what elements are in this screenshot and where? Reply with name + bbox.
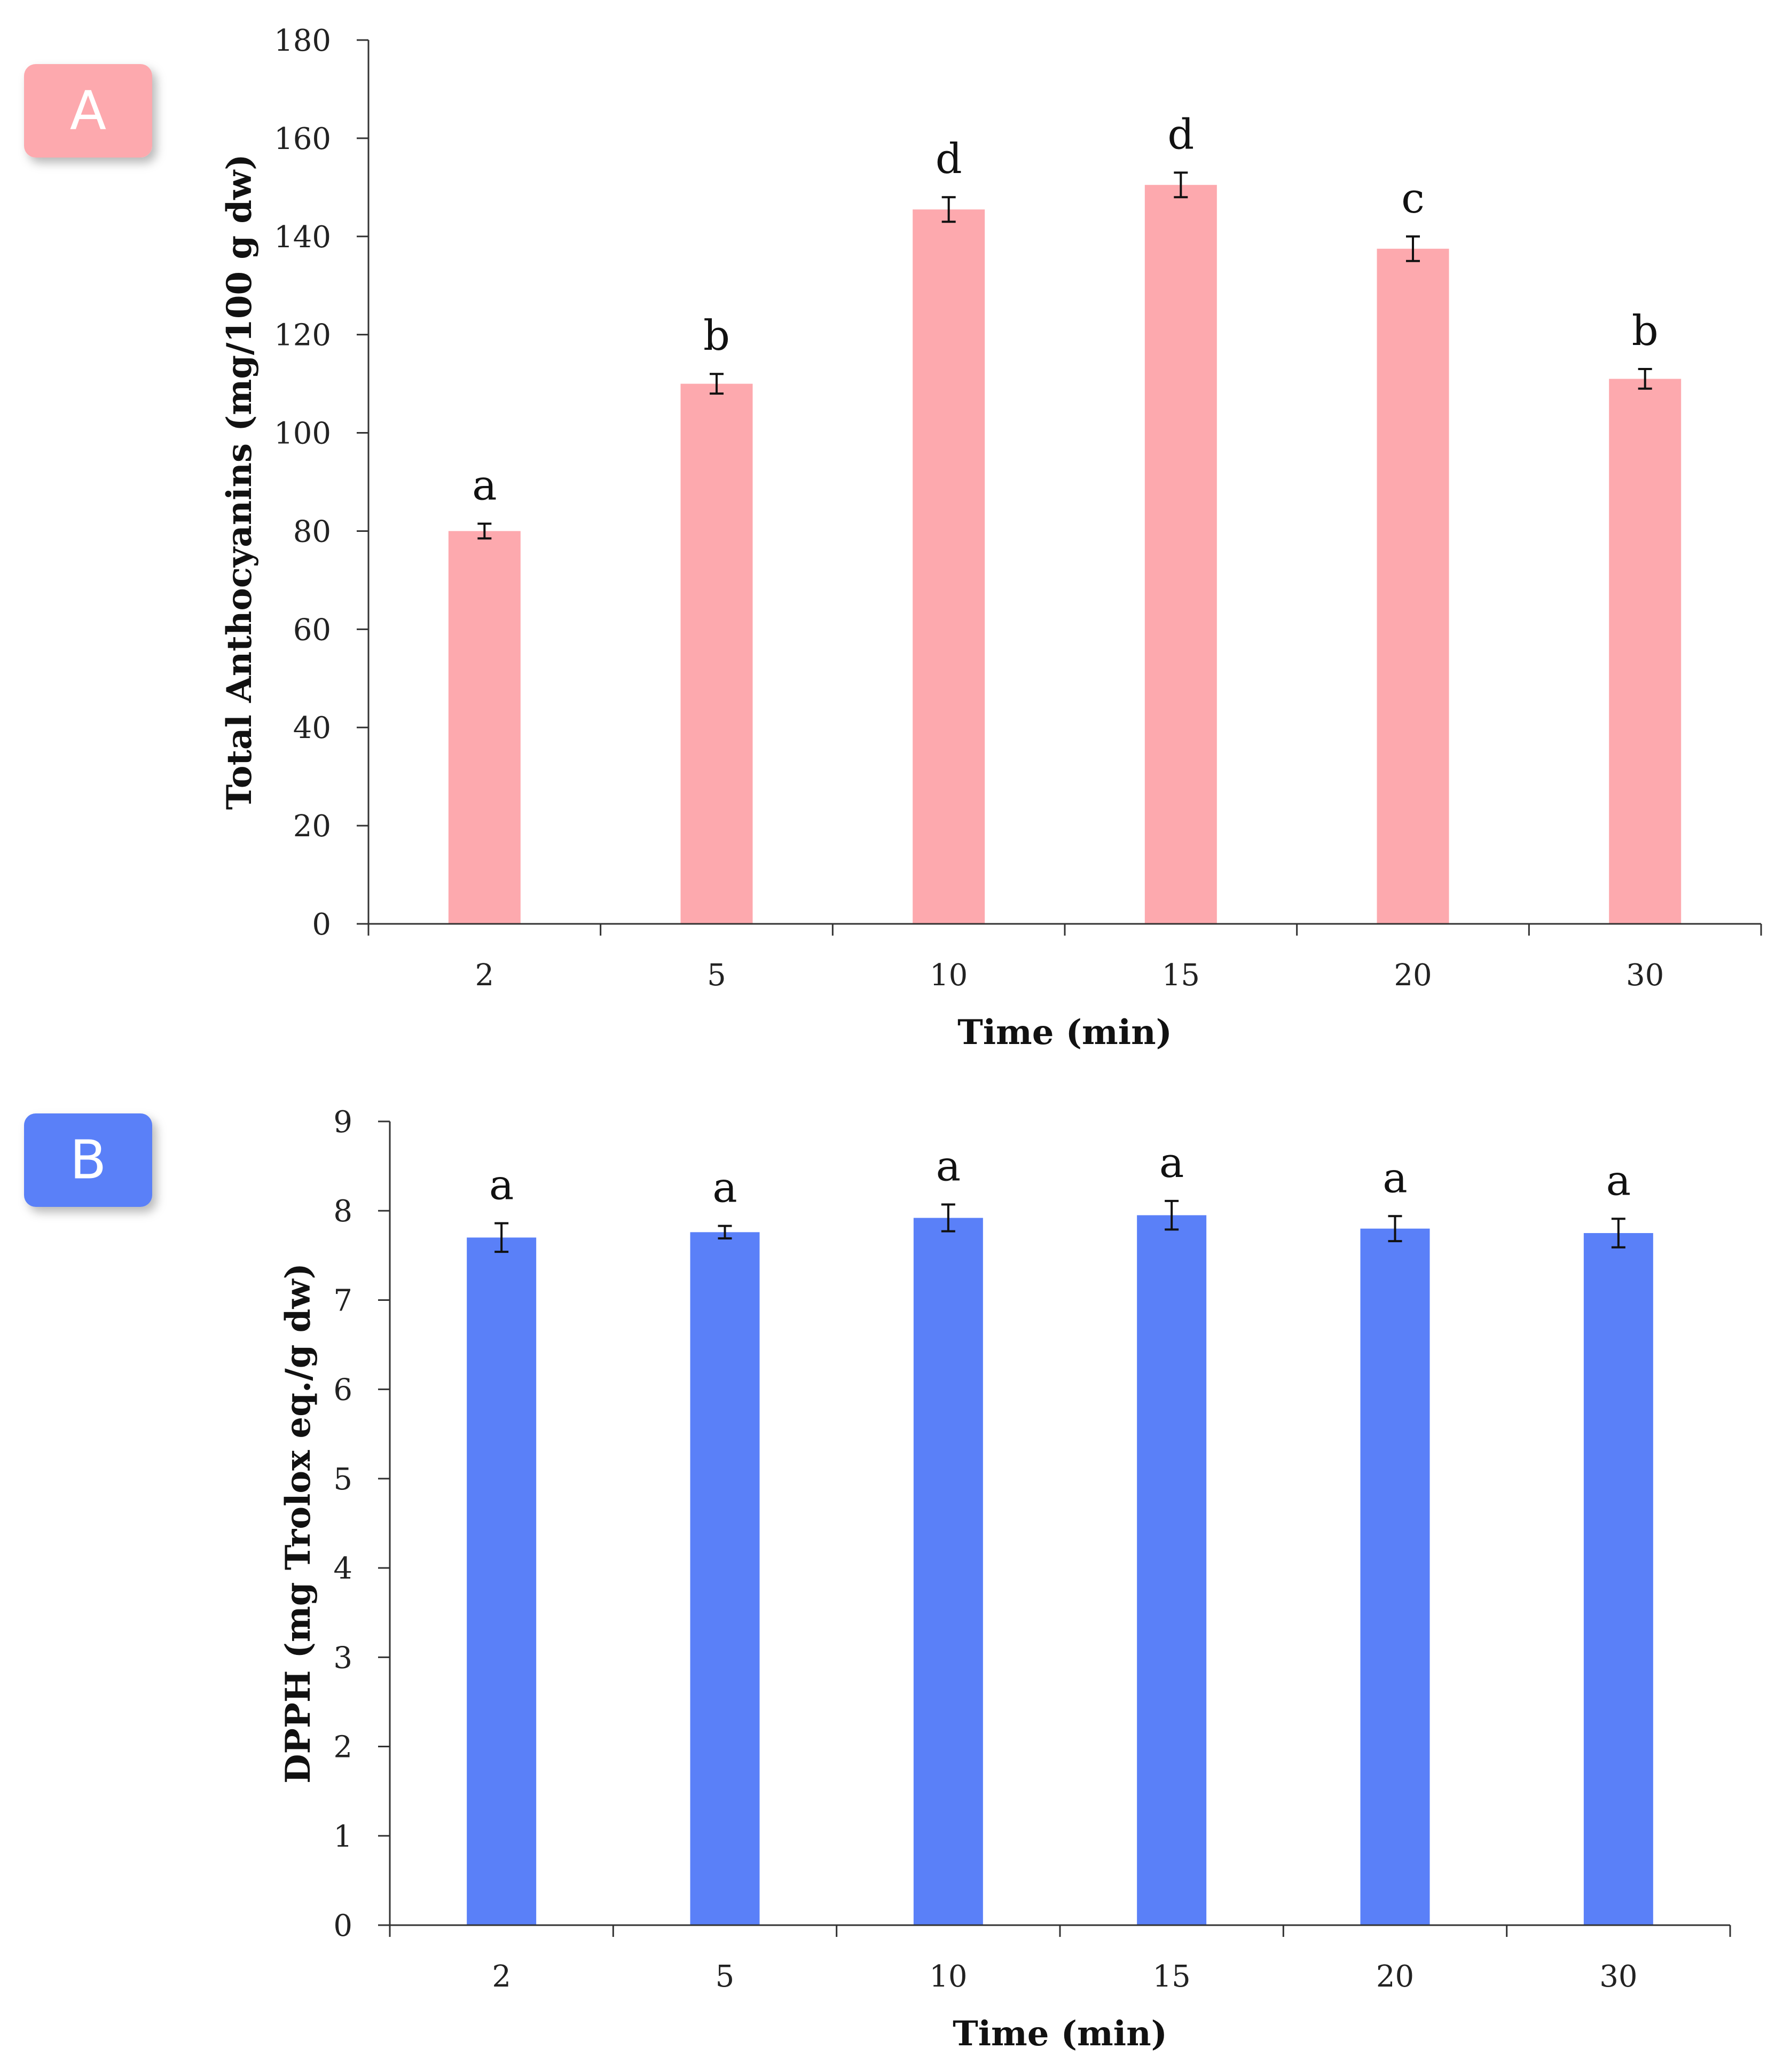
significance-letter-5: b [703, 312, 730, 360]
badge-box [24, 64, 152, 158]
error-bar-30 [1638, 368, 1652, 390]
bar-15 [1137, 1215, 1207, 1925]
significance-letter-2: a [472, 462, 497, 510]
y-tick-label-0: 0 [333, 1909, 352, 1943]
y-tick-label-4: 4 [333, 1551, 352, 1586]
x-axis-title: Time (min) [953, 2014, 1167, 2054]
y-tick-label-100: 100 [274, 417, 331, 451]
y-tick-label-3: 3 [333, 1641, 352, 1675]
significance-letter-2: a [489, 1161, 514, 1210]
x-tick-label-20: 20 [1394, 958, 1432, 993]
bar-30 [1583, 1233, 1653, 1925]
error-bar-5 [710, 373, 724, 395]
y-tick-label-60: 60 [293, 613, 331, 647]
significance-letter-10: d [936, 135, 962, 183]
y-tick-label-80: 80 [293, 514, 331, 549]
y-tick-label-120: 120 [274, 318, 331, 353]
y-tick-label-6: 6 [333, 1373, 352, 1408]
y-tick-label-180: 180 [274, 23, 331, 58]
x-tick-label-10: 10 [930, 958, 968, 993]
y-axis-title: DPPH (mg Trolox eq./g dw) [278, 1263, 318, 1784]
error-bar-10 [941, 1203, 955, 1233]
x-tick-label-15: 15 [1162, 958, 1200, 993]
error-bar-20 [1406, 235, 1420, 262]
bar-20 [1377, 248, 1449, 924]
error-bar-10 [941, 196, 956, 223]
x-tick-label-30: 30 [1599, 1959, 1637, 1994]
panel-b-badge: B [24, 1113, 152, 1207]
badge-box [24, 1113, 152, 1207]
badge-label: A [70, 80, 106, 142]
error-bar-20 [1388, 1215, 1402, 1243]
x-tick-label-20: 20 [1376, 1959, 1414, 1994]
significance-letter-10: a [936, 1143, 961, 1191]
x-axis-title: Time (min) [957, 1013, 1172, 1053]
y-tick-label-140: 140 [274, 220, 331, 255]
significance-letter-30: b [1632, 307, 1659, 355]
y-tick-label-5: 5 [333, 1462, 352, 1497]
error-bar-30 [1611, 1218, 1625, 1249]
significance-letter-5: a [712, 1164, 737, 1212]
significance-letter-20: c [1401, 175, 1425, 223]
y-tick-label-20: 20 [293, 809, 331, 844]
x-tick-label-2: 2 [475, 958, 494, 993]
bar-2 [467, 1237, 537, 1925]
significance-letter-30: a [1606, 1157, 1631, 1205]
y-tick-label-2: 2 [333, 1730, 352, 1765]
y-tick-label-0: 0 [312, 907, 331, 942]
error-bar-15 [1174, 171, 1188, 199]
bar-10 [913, 1218, 983, 1925]
y-tick-label-8: 8 [333, 1194, 352, 1229]
bar-2 [448, 531, 521, 924]
x-tick-label-2: 2 [492, 1959, 511, 1994]
x-tick-label-15: 15 [1153, 1959, 1191, 1994]
y-axis-title: Total Anthocyanins (mg/100 g dw) [219, 154, 260, 810]
y-tick-label-40: 40 [293, 711, 331, 745]
x-tick-label-5: 5 [716, 1959, 735, 1994]
x-tick-label-10: 10 [929, 1959, 967, 1994]
x-tick-label-5: 5 [707, 958, 726, 993]
significance-letter-15: d [1167, 111, 1194, 159]
error-bar-2 [477, 522, 492, 540]
x-tick-label-30: 30 [1626, 958, 1664, 993]
error-bar-2 [494, 1222, 509, 1253]
y-tick-label-7: 7 [333, 1283, 352, 1318]
panel-a-badge: A [24, 64, 152, 158]
bar-20 [1360, 1228, 1430, 1925]
badge-label: B [70, 1129, 107, 1191]
y-tick-label-160: 160 [274, 122, 331, 156]
bar-30 [1609, 379, 1682, 924]
significance-letter-20: a [1383, 1154, 1408, 1202]
bar-5 [680, 383, 753, 924]
panel-a-chart: Aa b d d c b 0 20 40 60 80 100 120 140 160 180 2 5 10 15 20 3… [24, 23, 1762, 1053]
bar-10 [913, 209, 985, 924]
significance-letter-15: a [1159, 1139, 1184, 1187]
error-bar-15 [1165, 1199, 1179, 1231]
y-tick-label-1: 1 [333, 1819, 352, 1854]
error-bar-5 [718, 1225, 732, 1240]
y-tick-label-9: 9 [333, 1105, 352, 1140]
bar-5 [690, 1232, 760, 1925]
bar-15 [1144, 185, 1217, 924]
